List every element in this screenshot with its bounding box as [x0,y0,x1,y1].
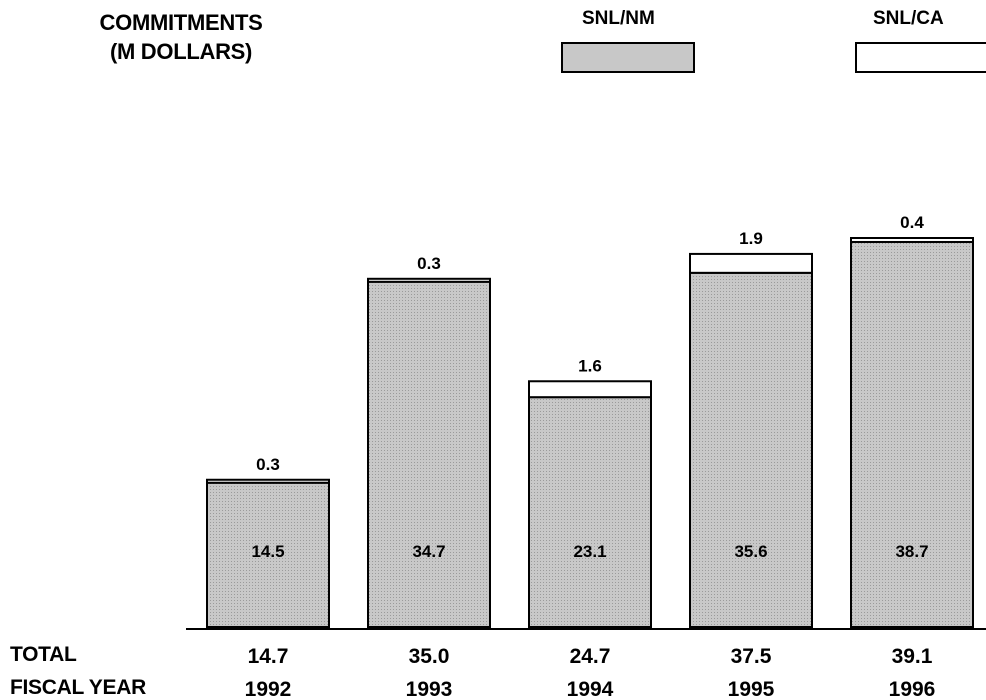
fiscal-year-label-1994: 1994 [567,678,614,700]
value-label-snl-ca-1994: 1.6 [578,356,602,375]
total-value-1994: 24.7 [570,645,611,668]
chart-title-line-1: COMMITMENTS [99,10,263,35]
bar-snl-ca-1995 [689,252,813,274]
value-label-snl-ca-1996: 0.4 [900,213,924,232]
chart-title: COMMITMENTS (M DOLLARS) [66,8,296,66]
fiscal-year-label-1996: 1996 [889,678,936,700]
legend-label-snl-ca: SNL/CA [873,8,944,29]
fiscal-year-row-label: FISCAL YEAR [10,676,146,699]
legend-label-snl-nm: SNL/NM [582,8,655,29]
value-label-snl-nm-1996: 38.7 [895,542,928,561]
bar-snl-ca-1992 [206,478,330,484]
bar-snl-nm-1992 [206,481,330,629]
bar-snl-ca-1993 [367,277,491,283]
bar-snl-nm-1996 [850,240,974,628]
value-label-snl-ca-1995: 1.9 [739,229,763,248]
bar-snl-ca-1996 [850,237,974,243]
bar-snl-nm-1994 [528,396,652,628]
value-label-snl-nm-1993: 34.7 [412,542,445,561]
total-value-1995: 37.5 [731,645,772,668]
bar-snl-nm-1995 [689,271,813,628]
value-label-snl-nm-1992: 14.5 [251,542,284,561]
total-value-1992: 14.7 [248,645,289,668]
bar-snl-ca-1994 [528,380,652,399]
fiscal-year-label-1992: 1992 [245,678,292,700]
bar-snl-nm-1993 [367,280,491,628]
value-label-snl-ca-1993: 0.3 [417,254,441,273]
fiscal-year-label-1995: 1995 [728,678,775,700]
legend-swatch-snl-nm [561,42,695,73]
total-value-1993: 35.0 [409,645,450,668]
value-label-snl-nm-1994: 23.1 [573,542,606,561]
legend-swatch-snl-ca [855,42,986,73]
total-row-label: TOTAL [10,643,77,666]
value-label-snl-nm-1995: 35.6 [734,542,767,561]
value-label-snl-ca-1992: 0.3 [256,455,280,474]
total-value-1996: 39.1 [892,645,933,668]
chart-title-line-2: (M DOLLARS) [109,39,253,64]
fiscal-year-label-1993: 1993 [406,678,453,700]
